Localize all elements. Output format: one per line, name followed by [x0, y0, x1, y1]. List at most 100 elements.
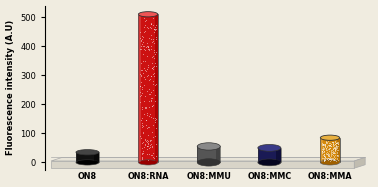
- Point: [327, 157, 333, 160]
- Point: [324, 151, 330, 154]
- Point: [139, 146, 145, 149]
- Point: [332, 146, 338, 149]
- Point: [150, 38, 156, 41]
- Point: [146, 49, 152, 52]
- Point: [141, 83, 147, 86]
- Point: [335, 154, 341, 157]
- Point: [151, 27, 157, 30]
- Point: [330, 148, 336, 151]
- Point: [151, 65, 157, 68]
- Point: [333, 142, 339, 145]
- Bar: [337, 138, 340, 162]
- Point: [149, 56, 155, 59]
- Point: [335, 159, 341, 162]
- Point: [333, 159, 339, 162]
- Point: [138, 80, 144, 83]
- Point: [146, 100, 152, 103]
- Bar: [197, 146, 220, 162]
- Point: [139, 125, 146, 128]
- Ellipse shape: [197, 143, 220, 150]
- Point: [141, 66, 147, 69]
- Point: [148, 48, 154, 51]
- Point: [148, 143, 154, 146]
- Point: [147, 25, 153, 28]
- Point: [152, 83, 158, 86]
- Point: [140, 35, 146, 38]
- Point: [330, 141, 336, 144]
- Point: [321, 154, 327, 157]
- Point: [325, 152, 331, 155]
- Point: [321, 143, 327, 146]
- Point: [321, 155, 327, 158]
- Point: [151, 71, 157, 74]
- Point: [330, 144, 336, 147]
- Point: [153, 27, 159, 30]
- Point: [148, 74, 154, 77]
- Point: [331, 152, 337, 155]
- Point: [332, 159, 338, 162]
- Point: [325, 158, 332, 161]
- Point: [142, 94, 148, 97]
- Point: [147, 113, 153, 116]
- Point: [324, 142, 330, 145]
- Point: [146, 106, 152, 109]
- Point: [139, 142, 145, 145]
- Point: [145, 46, 151, 49]
- Point: [330, 153, 336, 156]
- Point: [320, 147, 326, 150]
- Point: [138, 118, 144, 121]
- Point: [139, 106, 145, 109]
- Point: [324, 152, 330, 155]
- Point: [141, 45, 147, 48]
- Point: [152, 28, 158, 31]
- Point: [141, 44, 147, 47]
- Point: [140, 151, 146, 154]
- Point: [335, 155, 341, 158]
- Point: [329, 148, 335, 151]
- Point: [323, 141, 329, 144]
- Point: [331, 157, 337, 160]
- Ellipse shape: [138, 12, 158, 17]
- Point: [334, 141, 340, 144]
- Point: [328, 158, 335, 161]
- Point: [330, 144, 336, 147]
- Point: [142, 24, 148, 27]
- Point: [335, 141, 341, 144]
- Point: [146, 47, 152, 50]
- Point: [324, 144, 330, 147]
- Point: [145, 45, 151, 48]
- Point: [333, 148, 339, 151]
- Point: [319, 151, 325, 154]
- Point: [319, 156, 325, 159]
- Point: [320, 156, 326, 159]
- Point: [138, 75, 144, 78]
- Point: [152, 48, 158, 51]
- Point: [142, 49, 148, 52]
- Point: [144, 74, 150, 77]
- Point: [140, 131, 146, 134]
- Point: [322, 155, 328, 158]
- Point: [143, 124, 149, 127]
- Point: [141, 112, 147, 115]
- Point: [330, 148, 336, 151]
- Point: [144, 114, 150, 117]
- Point: [324, 144, 330, 147]
- Point: [323, 149, 329, 152]
- Point: [330, 146, 336, 149]
- Point: [152, 121, 158, 124]
- Point: [321, 142, 327, 145]
- Point: [149, 41, 155, 44]
- Point: [139, 107, 145, 110]
- Point: [333, 141, 339, 144]
- Point: [137, 100, 143, 103]
- Point: [325, 157, 332, 160]
- Point: [143, 18, 149, 21]
- Point: [326, 157, 332, 160]
- Point: [144, 44, 150, 47]
- Point: [324, 140, 330, 143]
- Point: [321, 157, 327, 160]
- Point: [143, 119, 149, 122]
- Point: [324, 141, 330, 144]
- Point: [328, 148, 335, 151]
- Point: [142, 106, 148, 109]
